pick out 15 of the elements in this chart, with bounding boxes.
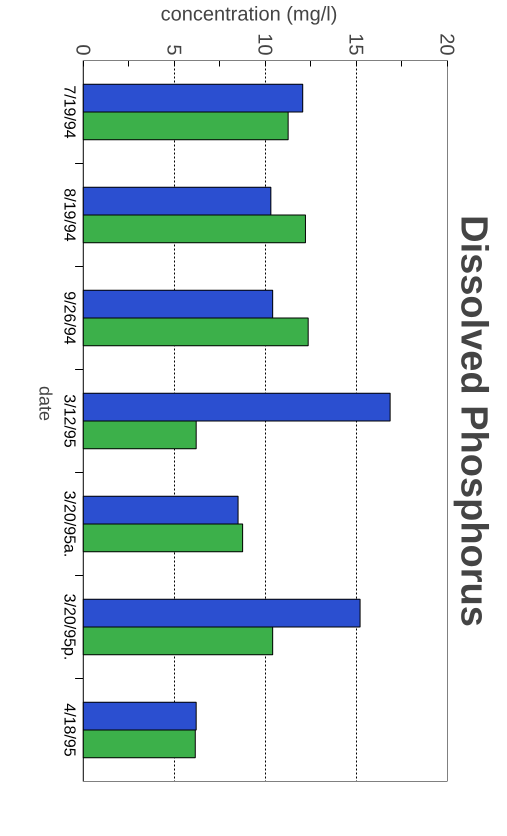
x-tick-label: 5 xyxy=(162,44,184,56)
y-tick-label: 4/18/95 xyxy=(60,703,78,757)
y-tick-label: 9/26/94 xyxy=(60,291,78,345)
y-axis-title: date xyxy=(36,386,56,422)
y-tick-label: 8/19/94 xyxy=(60,188,78,242)
x-tick-label: 0 xyxy=(71,44,94,56)
x-axis-title: concentration (mg/l) xyxy=(160,3,338,26)
text: Dissolved Phosphorus xyxy=(452,215,494,627)
x-tick-label: 10 xyxy=(253,33,276,56)
x-tick-label: 15 xyxy=(344,33,366,56)
x-tick-label: 20 xyxy=(436,33,458,56)
y-tick-label: 3/12/95 xyxy=(60,394,78,448)
y-tick-label: 7/19/94 xyxy=(60,85,78,139)
y-tick-label: 3/20/95a. xyxy=(60,490,78,558)
y-tick-label: 3/20/95p. xyxy=(60,594,78,660)
